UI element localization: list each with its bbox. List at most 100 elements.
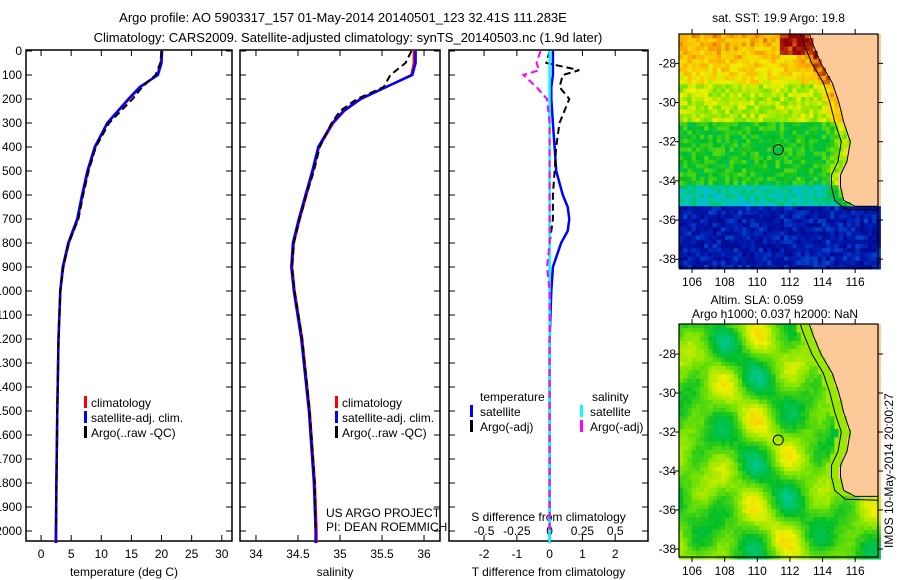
map-cell — [691, 210, 697, 215]
map-cell — [733, 67, 739, 73]
map-cell — [842, 118, 848, 123]
map-cell — [821, 239, 827, 245]
map-cell — [721, 416, 726, 421]
map-cell — [842, 336, 848, 342]
map-cell — [779, 458, 785, 463]
map-cell — [792, 189, 797, 194]
map-cell — [830, 71, 835, 77]
map-cell — [758, 193, 764, 199]
map-cell — [737, 265, 743, 270]
map-cell — [742, 76, 747, 81]
map-cell — [851, 118, 856, 123]
map-cell — [758, 353, 764, 358]
map-cell — [704, 97, 709, 102]
map-cell — [813, 378, 818, 384]
map-cell — [800, 235, 806, 241]
map-cell — [733, 155, 739, 161]
map-cell — [868, 210, 873, 215]
map-cell — [826, 160, 831, 165]
map-cell — [708, 147, 713, 152]
map-cell — [754, 239, 760, 245]
map-cell — [834, 130, 839, 136]
map-cell — [687, 143, 692, 148]
map-cell — [725, 38, 730, 43]
map-cell — [771, 218, 776, 224]
map-cell — [834, 214, 839, 220]
map-cell — [746, 483, 751, 489]
map-cell — [750, 471, 755, 476]
map-cell — [855, 113, 860, 119]
map-cell — [771, 483, 776, 489]
map-cell — [817, 450, 823, 455]
map-cell — [746, 155, 751, 161]
map-cell — [863, 76, 869, 81]
map-cell — [838, 67, 844, 73]
map-cell — [876, 445, 881, 451]
map-cell — [712, 256, 718, 262]
map-cell — [721, 193, 726, 199]
map-cell — [855, 223, 860, 228]
map-cell — [771, 164, 776, 169]
map-cell — [733, 134, 739, 140]
map-cell — [750, 88, 755, 94]
map-cell — [847, 80, 852, 85]
map-cell — [830, 147, 835, 152]
map-cell — [729, 328, 734, 333]
x-tick-label: -2 — [479, 547, 490, 561]
map-cell — [796, 193, 802, 199]
map-cell — [712, 332, 718, 337]
map-cell — [792, 218, 797, 224]
map-cell — [691, 139, 697, 144]
sla-map: 106 108 110 112 114 116-28-30-32-34-36-38Alti… — [659, 293, 883, 578]
map-cell — [796, 353, 802, 358]
map-cell — [716, 185, 722, 190]
map-cell — [725, 101, 730, 106]
map-cell — [805, 34, 810, 39]
map-cell — [800, 458, 806, 463]
map-cell — [863, 454, 869, 459]
map-cell — [712, 370, 718, 375]
map-cell — [729, 59, 734, 64]
map-cell — [863, 353, 869, 358]
map-cell — [855, 80, 860, 85]
map-cell — [767, 76, 772, 81]
map-cell — [708, 197, 713, 203]
map-cell — [746, 122, 751, 127]
map-cell — [863, 50, 869, 56]
map-cell — [868, 160, 873, 165]
map-cell — [708, 193, 713, 199]
map-cell — [821, 458, 827, 463]
map-cell — [729, 231, 734, 236]
map-cell — [725, 164, 730, 169]
map-cell — [788, 71, 793, 77]
map-cell — [851, 227, 856, 232]
map-cell — [687, 445, 692, 451]
map-cell — [788, 164, 793, 169]
map-cell — [842, 210, 848, 215]
map-cell — [872, 105, 877, 110]
map-cell — [788, 471, 793, 476]
map-cell — [733, 147, 739, 152]
map-cell — [792, 366, 797, 371]
map-cell — [729, 361, 734, 367]
map-cell — [771, 38, 776, 43]
map-cell — [813, 403, 818, 409]
map-cell — [704, 118, 709, 123]
map-cell — [821, 181, 827, 186]
map-cell — [679, 403, 684, 409]
map-cell — [754, 80, 760, 85]
map-cell — [750, 235, 755, 241]
map-cell — [779, 345, 785, 350]
map-cell — [721, 185, 726, 190]
map-cell — [784, 471, 789, 476]
map-cell — [742, 118, 747, 123]
map-cell — [712, 239, 718, 245]
map-cell — [784, 487, 789, 493]
map-cell — [863, 445, 869, 451]
map-cell — [767, 63, 772, 68]
map-cell — [809, 408, 814, 413]
map-cell — [809, 462, 814, 468]
map-cell — [712, 34, 718, 39]
map-cell — [830, 223, 835, 228]
map-cell — [779, 462, 785, 468]
